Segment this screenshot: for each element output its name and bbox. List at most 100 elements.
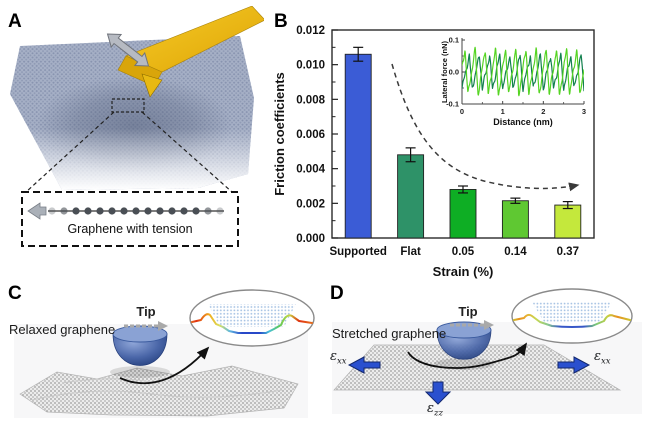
epsilon-subscript: xx bbox=[600, 356, 611, 367]
strain-label-xx-left: εxx bbox=[330, 350, 347, 366]
trend-arrow bbox=[391, 63, 580, 192]
bar-0.14 bbox=[501, 200, 529, 239]
x-category-label: 0.05 bbox=[452, 246, 475, 258]
atom bbox=[60, 207, 68, 215]
epsilon-symbol: ε bbox=[330, 349, 337, 364]
atom bbox=[132, 207, 140, 215]
inset-x-tick-label: 2 bbox=[541, 107, 545, 116]
atom bbox=[180, 207, 188, 215]
bar-flat bbox=[397, 154, 425, 239]
caption-relaxed-graphene: Relaxed graphene bbox=[9, 322, 116, 337]
bar-0.37 bbox=[554, 204, 582, 239]
strain-profile-c bbox=[191, 313, 313, 334]
lateral-force-inset-chart: -0.1 0.0 0.1 0 1 2 3 Distance (nm) Lateral force… bbox=[440, 32, 590, 134]
tip-crosssection-dots-d bbox=[532, 302, 612, 322]
panel-d-label: D bbox=[330, 283, 344, 304]
panel-b-label: B bbox=[274, 11, 288, 32]
zoom-leader-line-right bbox=[141, 111, 233, 193]
tension-arrow bbox=[27, 202, 47, 220]
y-tick-label: 0.002 bbox=[296, 198, 325, 210]
strain-profile-d bbox=[513, 313, 631, 328]
crosssection-oval-d bbox=[511, 288, 633, 344]
y-tick-label: 0.012 bbox=[296, 25, 325, 37]
panel-c-scene bbox=[14, 289, 315, 418]
atom-chain bbox=[48, 207, 224, 215]
pointer-arrow-c bbox=[119, 346, 210, 385]
atom bbox=[84, 207, 92, 215]
caption-stretched-graphene: Stretched graphene bbox=[332, 326, 447, 341]
inset-x-tick-label: 3 bbox=[582, 107, 586, 116]
y-tick-label: 0.004 bbox=[296, 164, 325, 176]
inset-y-tick-label: -0.1 bbox=[446, 100, 459, 109]
light-green-trace bbox=[462, 46, 584, 97]
atom bbox=[144, 207, 152, 215]
atom bbox=[108, 207, 116, 215]
strain-arrow-down bbox=[424, 381, 452, 405]
strain-label-zz: εzz bbox=[427, 402, 443, 418]
x-category-label: Flat bbox=[400, 246, 421, 258]
atom bbox=[156, 207, 164, 215]
x-category-label: 0.14 bbox=[504, 246, 527, 258]
inset-y-tick-label: 0.1 bbox=[449, 36, 459, 45]
tip-motion-arrow-d bbox=[450, 320, 494, 330]
tension-caption: Graphene with tension bbox=[67, 222, 193, 236]
tension-box bbox=[21, 191, 239, 247]
panel-a: A Graphene with tension bbox=[2, 6, 264, 258]
inset-x-tick-label: 0 bbox=[460, 107, 464, 116]
zoom-leader-line-left bbox=[25, 111, 115, 193]
atom bbox=[120, 207, 128, 215]
epsilon-subscript: zz bbox=[433, 408, 443, 419]
atom bbox=[216, 207, 224, 215]
atom bbox=[192, 207, 200, 215]
tip-motion-arrow-c bbox=[124, 321, 168, 331]
atom bbox=[96, 207, 104, 215]
atom bbox=[72, 207, 80, 215]
inset-x-tick-label: 1 bbox=[501, 107, 505, 116]
bar-supported bbox=[344, 53, 372, 239]
inset-y-axis-label: Lateral force (nN) bbox=[440, 40, 449, 103]
scan-direction-arrow bbox=[106, 33, 150, 67]
afm-cantilever bbox=[117, 6, 264, 98]
tip-label-c: Tip bbox=[136, 304, 156, 319]
y-tick-label: 0.010 bbox=[296, 60, 325, 72]
bar-0.05 bbox=[449, 189, 477, 239]
inset-x-axis-label: Distance (nm) bbox=[493, 117, 553, 127]
strain-arrow-right bbox=[557, 356, 591, 374]
y-tick-label: 0.000 bbox=[296, 233, 325, 245]
strain-arrow-left bbox=[347, 356, 381, 374]
atom bbox=[168, 207, 176, 215]
tip-crosssection-dots-c bbox=[208, 304, 296, 327]
friction-bar-chart: 0.0000.0020.0040.0060.0080.0100.012Suppo… bbox=[272, 25, 595, 279]
epsilon-subscript: xx bbox=[336, 356, 347, 367]
panel-a-label: A bbox=[8, 11, 22, 32]
panel-d: D Stretched graphene Tip εxx εxx εzz bbox=[322, 282, 650, 423]
tip-label-d: Tip bbox=[458, 304, 478, 319]
crosssection-oval-c bbox=[189, 289, 315, 347]
y-tick-label: 0.008 bbox=[296, 94, 325, 106]
panel-c: C Relaxed graphene Tip bbox=[2, 282, 322, 423]
atom bbox=[204, 207, 212, 215]
panel-a-scene bbox=[10, 6, 264, 247]
pointer-arrow-d bbox=[407, 342, 527, 369]
y-axis-label: Friction coefficients bbox=[272, 72, 287, 196]
graphene-mesh-relaxed bbox=[19, 365, 299, 417]
x-category-label: 0.37 bbox=[557, 246, 579, 258]
tip-hemisphere-c bbox=[110, 325, 170, 378]
epsilon-symbol: ε bbox=[427, 401, 434, 416]
zoom-target-box bbox=[111, 98, 145, 113]
panel-d-scene bbox=[332, 288, 642, 414]
x-axis-label: Strain (%) bbox=[433, 264, 494, 279]
wrinkle-line bbox=[31, 389, 283, 401]
atom bbox=[48, 207, 56, 215]
epsilon-symbol: ε bbox=[594, 349, 601, 364]
inset-y-tick-label: 0.0 bbox=[449, 68, 459, 77]
dark-green-trace bbox=[462, 52, 584, 93]
panel-c-label: C bbox=[8, 283, 22, 304]
y-tick-label: 0.006 bbox=[296, 129, 325, 141]
afm-tip bbox=[141, 73, 163, 98]
panel-b: B 0.000 0.002 0.004 0.006 0.008 0.010 0.012 Sup… bbox=[270, 8, 648, 280]
wrinkle-line bbox=[61, 378, 153, 384]
x-category-label: Supported bbox=[329, 246, 387, 258]
strain-label-xx-right: εxx bbox=[594, 350, 611, 366]
